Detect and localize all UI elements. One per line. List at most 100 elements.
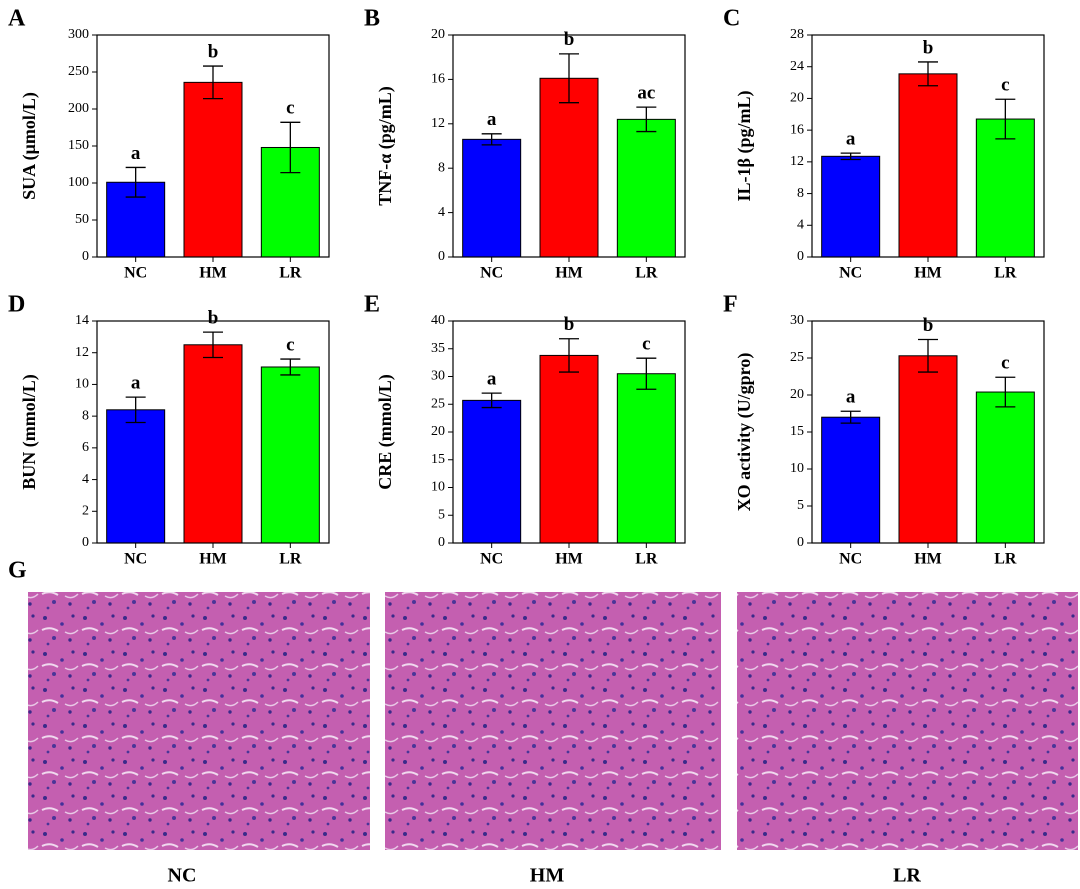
error-bar	[203, 65, 223, 100]
axis-frame	[96, 320, 330, 544]
significance-label: b	[564, 314, 575, 335]
error-bar	[995, 98, 1016, 140]
y-axis-title: TNF-α (pg/mL)	[375, 86, 396, 206]
x-tick-label: LR	[635, 551, 658, 568]
panel-label: C	[723, 6, 740, 32]
y-tick-label: 10	[75, 377, 89, 392]
error-bar	[125, 396, 146, 424]
error-bar	[125, 166, 146, 198]
x-tick-label: HM	[914, 551, 942, 568]
y-tick-label: 12	[75, 345, 89, 360]
histology-image	[385, 592, 721, 850]
significance-label: c	[1001, 75, 1009, 96]
y-tick-label: 25	[790, 350, 804, 365]
image-label: LR	[893, 865, 921, 887]
significance-label: c	[286, 98, 294, 119]
significance-label: a	[846, 128, 856, 149]
y-tick-label: 4	[438, 205, 445, 220]
image-label: HM	[530, 865, 565, 887]
panel-label: D	[8, 292, 25, 318]
bar	[539, 354, 599, 544]
bar	[106, 409, 166, 544]
y-tick-label: 8	[797, 186, 804, 201]
significance-label: ac	[637, 83, 655, 104]
histology: G NC HM LR	[8, 558, 1078, 887]
y-tick-label: 10	[790, 461, 804, 476]
bar	[616, 373, 676, 544]
x-tick-label: NC	[839, 551, 862, 568]
bar	[898, 73, 958, 258]
error-bar	[918, 61, 938, 87]
y-tick-label: 16	[790, 122, 804, 137]
y-tick-label: 12	[431, 116, 445, 131]
y-tick-label: 10	[431, 480, 445, 495]
y-tick-label: 8	[438, 160, 445, 175]
bar	[821, 155, 881, 258]
y-tick-label: 100	[68, 175, 89, 190]
bar	[462, 138, 522, 258]
bar	[616, 118, 676, 258]
y-tick-label: 200	[68, 101, 89, 116]
y-tick-label: 2	[82, 504, 89, 519]
y-tick-label: 5	[438, 507, 445, 522]
y-tick-label: 8	[82, 408, 89, 423]
significance-label: c	[286, 334, 294, 355]
y-tick-label: 0	[438, 535, 445, 550]
significance-label: a	[487, 369, 497, 390]
y-tick-label: 4	[82, 472, 89, 487]
y-tick-label: 0	[797, 535, 804, 550]
y-tick-label: 20	[790, 91, 804, 106]
y-tick-label: 16	[431, 72, 445, 87]
axis-frame	[452, 34, 686, 258]
significance-label: b	[208, 41, 219, 62]
x-tick-label: NC	[124, 551, 147, 568]
error-bar	[840, 152, 861, 161]
y-tick-label: 0	[438, 249, 445, 264]
y-tick-label: 6	[82, 440, 89, 455]
y-tick-label: 40	[431, 313, 445, 328]
error-bar	[918, 338, 938, 373]
bar	[462, 399, 522, 544]
y-tick-label: 0	[82, 535, 89, 550]
y-tick-label: 14	[75, 313, 89, 328]
error-bar	[203, 331, 223, 359]
y-tick-label: 5	[797, 498, 804, 513]
y-tick-label: 150	[68, 138, 89, 153]
y-tick-label: 300	[68, 27, 89, 42]
y-tick-label: 4	[797, 218, 804, 233]
significance-label: b	[923, 37, 934, 58]
error-bar	[481, 392, 502, 409]
panel-label: B	[364, 6, 380, 32]
y-tick-label: 30	[431, 369, 445, 384]
y-tick-label: 250	[68, 64, 89, 79]
x-tick-label: NC	[480, 551, 503, 568]
bar	[821, 416, 881, 544]
bar	[539, 77, 599, 258]
y-tick-label: 28	[790, 27, 804, 42]
panel-label: A	[8, 6, 26, 32]
y-axis-title: IL-1β (pg/mL)	[734, 91, 755, 202]
y-tick-label: 15	[790, 424, 804, 439]
axis-frame	[96, 34, 330, 258]
significance-label: b	[564, 29, 575, 50]
image-label: NC	[168, 865, 197, 887]
significance-label: c	[1001, 353, 1009, 374]
y-tick-label: 30	[790, 313, 804, 328]
error-bar	[636, 357, 657, 390]
y-axis-title: XO activity (U/gpro)	[734, 353, 755, 512]
x-tick-label: LR	[279, 551, 302, 568]
x-tick-label: LR	[279, 265, 302, 282]
y-tick-label: 20	[431, 27, 445, 42]
y-tick-label: 20	[790, 387, 804, 402]
y-axis-title: SUA (μmol/L)	[19, 92, 40, 200]
significance-label: a	[131, 143, 141, 164]
panel-label: F	[723, 292, 738, 318]
significance-label: c	[642, 334, 650, 355]
y-tick-label: 50	[75, 212, 89, 227]
significance-label: b	[923, 315, 934, 336]
y-tick-label: 24	[790, 59, 804, 74]
y-tick-label: 20	[431, 424, 445, 439]
x-tick-label: LR	[994, 551, 1017, 568]
x-tick-label: HM	[555, 265, 583, 282]
